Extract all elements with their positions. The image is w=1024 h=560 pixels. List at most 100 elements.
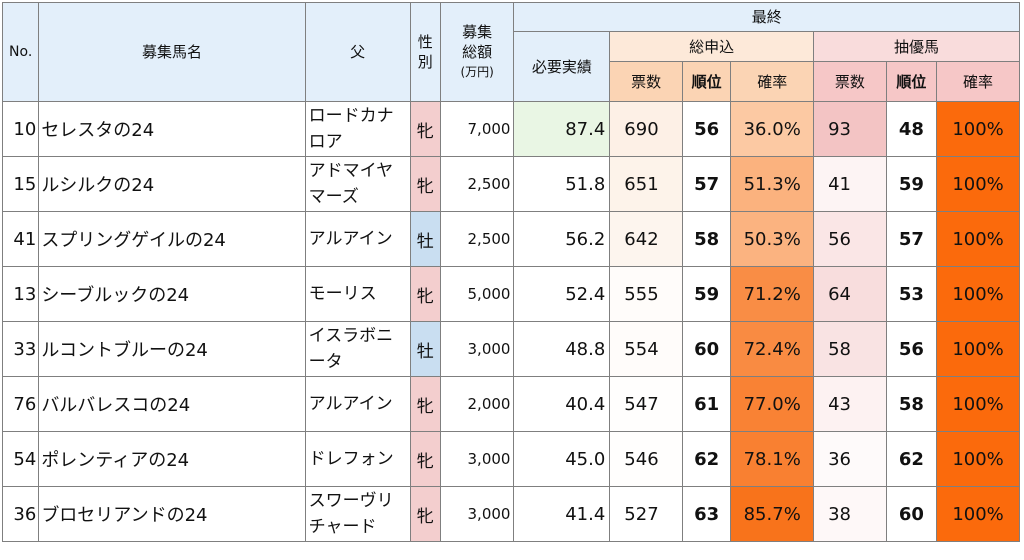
priority-rank-cell: 56	[885, 321, 938, 377]
probability-cell: 78.1%	[730, 431, 815, 487]
priority-probability-cell: 100%	[936, 431, 1020, 487]
table-row: 15 ルシルクの24 アドマイヤマーズ牝 2,500 51.8 651 57 51.3% 41 5…	[1, 156, 1020, 212]
sire-name-cell: アルアイン	[304, 376, 411, 432]
votes-cell: 555	[609, 266, 683, 322]
probability-cell: 77.0%	[730, 376, 815, 432]
header-priority: 抽優馬	[813, 31, 1020, 62]
total-amount-cell: 2,500	[439, 211, 515, 267]
sex-cell: 牝	[409, 376, 441, 432]
priority-votes-cell: 38	[813, 486, 887, 542]
table-row: 54 ポレンティアの24 ドレフォン牝 3,000 45.0 546 62 78.1% 36 62…	[1, 431, 1020, 487]
votes-cell: 546	[609, 431, 683, 487]
header-priority-probability: 確率	[936, 61, 1020, 102]
header-priority-votes: 票数	[813, 61, 887, 102]
sire-name-cell: ドレフォン	[304, 431, 411, 487]
table-row: 33 ルコントブルーの24 イスラボニータ牡 3,000 48.8 554 60 72.4% 5…	[1, 321, 1020, 377]
total-amount-cell: 2,500	[439, 156, 515, 212]
header-amount-line2: 総額	[462, 43, 493, 61]
table-row: 76 バルバレスコの24 アルアイン牝 2,000 40.4 547 61 77.0% 43 58…	[1, 376, 1020, 432]
probability-cell: 51.3%	[730, 156, 815, 212]
horse-number-cell: 41	[1, 211, 40, 267]
votes-cell: 554	[609, 321, 683, 377]
header-horse-name: 募集馬名	[38, 2, 306, 102]
priority-votes-cell: 43	[813, 376, 887, 432]
priority-rank-cell: 53	[885, 266, 938, 322]
required-record-cell: 48.8	[513, 321, 611, 377]
priority-probability-cell: 100%	[936, 101, 1020, 157]
required-record-cell: 56.2	[513, 211, 611, 267]
priority-votes-cell: 58	[813, 321, 887, 377]
header-no: No.	[1, 2, 40, 102]
total-amount-cell: 7,000	[439, 101, 515, 157]
total-amount-cell: 5,000	[439, 266, 515, 322]
header-rank: 順位	[681, 61, 732, 102]
probability-cell: 71.2%	[730, 266, 815, 322]
sire-name-cell: スワーヴリチャード	[304, 486, 411, 542]
rank-cell: 60	[681, 321, 732, 377]
horse-name-cell: ブロセリアンドの24	[38, 486, 306, 542]
sire-name-cell: アドマイヤマーズ	[304, 156, 411, 212]
votes-cell: 547	[609, 376, 683, 432]
header-sex-line2: 別	[417, 53, 433, 71]
priority-rank-cell: 48	[885, 101, 938, 157]
priority-probability-cell: 100%	[936, 486, 1020, 542]
priority-rank-cell: 62	[885, 431, 938, 487]
horse-name-cell: ルコントブルーの24	[38, 321, 306, 377]
sex-cell: 牝	[409, 486, 441, 542]
rank-cell: 58	[681, 211, 732, 267]
header-required: 必要実績	[513, 31, 611, 102]
priority-probability-cell: 100%	[936, 211, 1020, 267]
priority-votes-cell: 56	[813, 211, 887, 267]
required-record-cell: 87.4	[513, 101, 611, 157]
sex-cell: 牝	[409, 156, 441, 212]
priority-probability-cell: 100%	[936, 376, 1020, 432]
lottery-results-table: No. 募集馬名 父 性 別 募集 総額 (万円) 最終 必要実績 総申込 抽優…	[1, 2, 1020, 542]
required-record-cell: 41.4	[513, 486, 611, 542]
probability-cell: 36.0%	[730, 101, 815, 157]
horse-number-cell: 10	[1, 101, 40, 157]
horse-number-cell: 15	[1, 156, 40, 212]
votes-cell: 642	[609, 211, 683, 267]
header-sire: 父	[304, 2, 411, 102]
required-record-cell: 51.8	[513, 156, 611, 212]
horse-name-cell: シーブルックの24	[38, 266, 306, 322]
rank-cell: 62	[681, 431, 732, 487]
required-record-cell: 45.0	[513, 431, 611, 487]
priority-rank-cell: 60	[885, 486, 938, 542]
table-row: 36 ブロセリアンドの24 スワーヴリチャード牝 3,000 41.4 527 63 85.7…	[1, 486, 1020, 542]
probability-cell: 72.4%	[730, 321, 815, 377]
horse-name-cell: バルバレスコの24	[38, 376, 306, 432]
sex-cell: 牝	[409, 431, 441, 487]
header-amount: 募集 総額 (万円)	[439, 2, 515, 102]
horse-number-cell: 36	[1, 486, 40, 542]
priority-probability-cell: 100%	[936, 266, 1020, 322]
probability-cell: 85.7%	[730, 486, 815, 542]
required-record-cell: 40.4	[513, 376, 611, 432]
total-amount-cell: 3,000	[439, 486, 515, 542]
horse-name-cell: ポレンティアの24	[38, 431, 306, 487]
sex-cell: 牡	[409, 211, 441, 267]
required-record-cell: 52.4	[513, 266, 611, 322]
header-sex: 性 別	[409, 2, 441, 102]
sire-name-cell: アルアイン	[304, 211, 411, 267]
rank-cell: 59	[681, 266, 732, 322]
votes-cell: 651	[609, 156, 683, 212]
horse-name-cell: スプリングゲイルの24	[38, 211, 306, 267]
horse-name-cell: セレスタの24	[38, 101, 306, 157]
header-probability: 確率	[730, 61, 815, 102]
rank-cell: 63	[681, 486, 732, 542]
sex-cell: 牝	[409, 101, 441, 157]
priority-votes-cell: 93	[813, 101, 887, 157]
priority-rank-cell: 57	[885, 211, 938, 267]
rank-cell: 61	[681, 376, 732, 432]
votes-cell: 527	[609, 486, 683, 542]
total-amount-cell: 2,000	[439, 376, 515, 432]
horse-name-cell: ルシルクの24	[38, 156, 306, 212]
header-amount-line1: 募集	[462, 23, 493, 41]
sex-cell: 牝	[409, 266, 441, 322]
priority-rank-cell: 59	[885, 156, 938, 212]
sex-cell: 牡	[409, 321, 441, 377]
total-amount-cell: 3,000	[439, 321, 515, 377]
table-row: 13 シーブルックの24 モーリス牝 5,000 52.4 555 59 71.2% 64 53 1…	[1, 266, 1020, 322]
priority-votes-cell: 64	[813, 266, 887, 322]
